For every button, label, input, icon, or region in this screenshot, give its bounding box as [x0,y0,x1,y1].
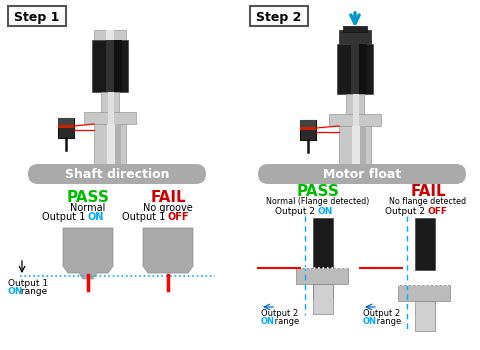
Bar [300,120,316,140]
Text: Step 1: Step 1 [14,10,60,23]
Text: Shaft direction: Shaft direction [65,168,169,182]
Text: PASS: PASS [297,184,339,200]
Text: OFF: OFF [168,212,190,222]
Bar [115,124,121,172]
Text: Output 1: Output 1 [8,279,48,287]
Bar [296,268,348,284]
Bar [106,40,114,92]
Bar [353,94,359,114]
Text: ON: ON [318,206,334,216]
Text: PASS: PASS [67,190,109,205]
Text: FAIL: FAIL [150,190,186,205]
Bar [94,30,126,40]
Bar [359,44,367,94]
FancyBboxPatch shape [258,164,466,184]
Text: range: range [272,317,299,327]
Text: ON: ON [261,317,275,327]
Text: Output 1: Output 1 [121,212,168,222]
Text: Normal: Normal [70,203,106,213]
Text: Normal (Flange detected): Normal (Flange detected) [266,197,370,206]
Text: Output 2: Output 2 [363,309,400,318]
FancyBboxPatch shape [28,164,206,184]
Polygon shape [143,228,193,273]
Bar [337,44,373,94]
Text: ON: ON [8,287,24,295]
Bar [107,124,115,172]
Text: OFF: OFF [428,206,448,216]
Bar [101,92,119,112]
Bar [360,126,366,172]
Text: range: range [374,317,401,327]
Bar [108,92,114,112]
Bar [300,127,316,130]
Bar [58,125,74,128]
Bar [300,120,316,127]
Text: Output 1: Output 1 [41,212,88,222]
Bar [353,114,359,126]
Bar [94,124,126,172]
Text: Motor float: Motor float [323,168,401,182]
Text: No groove: No groove [143,203,193,213]
Bar [415,301,435,331]
Bar [329,114,381,126]
Bar [114,40,122,92]
Text: Output 2: Output 2 [385,206,428,216]
Text: ON: ON [363,317,377,327]
Bar [415,218,435,270]
Polygon shape [63,228,113,279]
Bar [106,30,114,40]
Bar [8,6,66,26]
Text: ON: ON [88,212,104,222]
Bar [313,284,333,314]
Bar [313,218,333,298]
Text: range: range [18,287,47,295]
Bar [92,40,128,92]
Bar [58,118,74,138]
Bar [84,112,136,124]
Text: Output 2: Output 2 [275,206,318,216]
Bar [346,94,364,114]
Bar [58,118,74,125]
Text: Output 2: Output 2 [261,309,298,318]
Text: No flange detected: No flange detected [389,197,467,206]
Bar [398,285,450,301]
Text: FAIL: FAIL [410,184,446,200]
Bar [250,6,308,26]
Bar [339,126,371,172]
Bar [351,44,359,94]
Bar [339,30,371,44]
Bar [343,26,367,32]
Bar [352,126,360,172]
Text: Step 2: Step 2 [256,10,302,23]
Bar [108,112,114,124]
